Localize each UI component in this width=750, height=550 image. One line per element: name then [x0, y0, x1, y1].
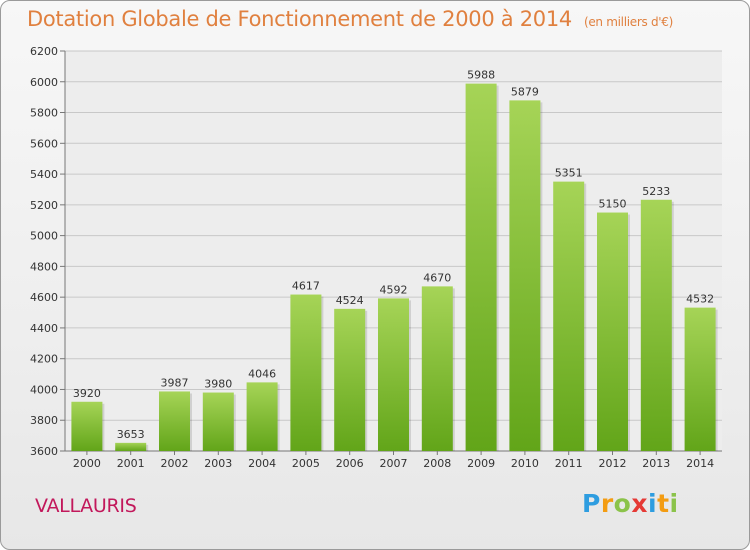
bar-value-label: 4046 — [248, 367, 276, 380]
x-tick-label: 2006 — [336, 457, 364, 470]
bar-value-label: 4617 — [292, 280, 320, 293]
x-tick-label: 2010 — [511, 457, 539, 470]
bar — [509, 100, 541, 451]
x-tick-label: 2014 — [686, 457, 714, 470]
bar-value-label: 3987 — [161, 376, 189, 389]
bar-value-label: 4592 — [380, 283, 408, 296]
logo-letter: t — [657, 489, 670, 518]
chart-subtitle: (en milliers d'€) — [583, 15, 673, 29]
y-tick-label: 5800 — [30, 107, 58, 120]
y-tick-label: 6000 — [30, 76, 58, 89]
bar-value-label: 5150 — [599, 198, 627, 211]
y-tick-label: 5000 — [30, 230, 58, 243]
logo-letter: P — [582, 489, 601, 518]
bar-value-label: 3920 — [73, 387, 101, 400]
y-tick-label: 3800 — [30, 414, 58, 427]
x-tick-label: 2011 — [555, 457, 583, 470]
logo-letter: o — [613, 489, 632, 518]
bar-value-label: 5879 — [511, 85, 539, 98]
y-tick-label: 4000 — [30, 383, 58, 396]
x-tick-label: 2001 — [117, 457, 145, 470]
bar — [640, 199, 672, 451]
x-tick-label: 2013 — [642, 457, 670, 470]
y-tick-label: 4200 — [30, 353, 58, 366]
y-tick-label: 5200 — [30, 199, 58, 212]
bar — [115, 442, 147, 451]
y-tick-label: 4600 — [30, 291, 58, 304]
chart-title-text: Dotation Globale de Fonctionnement de 20… — [27, 7, 572, 31]
y-tick-label: 6200 — [30, 45, 58, 58]
bar-value-label: 4532 — [686, 293, 714, 306]
proxiti-logo: Proxiti — [582, 489, 679, 518]
x-tick-label: 2004 — [248, 457, 276, 470]
bar-value-label: 3653 — [117, 428, 145, 441]
x-tick-label: 2008 — [423, 457, 451, 470]
x-tick-label: 2012 — [599, 457, 627, 470]
y-tick-label: 5400 — [30, 168, 58, 181]
x-tick-label: 2007 — [380, 457, 408, 470]
logo-letter: i — [648, 489, 658, 518]
x-tick-label: 2000 — [73, 457, 101, 470]
bar — [246, 382, 278, 451]
bar-value-label: 5351 — [555, 167, 583, 180]
bar-value-label: 5233 — [642, 185, 670, 198]
y-tick-label: 4800 — [30, 260, 58, 273]
bar — [159, 391, 190, 451]
bar — [465, 83, 497, 451]
logo-letter: x — [631, 489, 648, 518]
logo-letter: r — [600, 489, 614, 518]
bar — [421, 286, 453, 451]
bar — [597, 212, 628, 451]
bar — [71, 401, 103, 451]
y-tick-label: 4400 — [30, 322, 58, 335]
bar — [290, 294, 322, 451]
bar — [378, 298, 409, 451]
x-tick-label: 2009 — [467, 457, 495, 470]
bar — [334, 308, 366, 451]
x-tick-label: 2003 — [204, 457, 232, 470]
logo-letter: i — [669, 489, 679, 518]
bar-value-label: 4670 — [423, 271, 451, 284]
bar — [553, 181, 585, 451]
x-tick-label: 2005 — [292, 457, 320, 470]
commune-name: VALLAURIS — [35, 495, 137, 517]
bar — [684, 307, 716, 451]
y-tick-label: 3600 — [30, 445, 58, 458]
x-tick-label: 2002 — [161, 457, 189, 470]
y-tick-label: 5600 — [30, 137, 58, 150]
bar-value-label: 3980 — [204, 378, 232, 391]
bar-value-label: 4524 — [336, 294, 364, 307]
bar-value-label: 5988 — [467, 69, 495, 82]
chart-title: Dotation Globale de Fonctionnement de 20… — [27, 7, 673, 31]
bar — [202, 392, 234, 451]
